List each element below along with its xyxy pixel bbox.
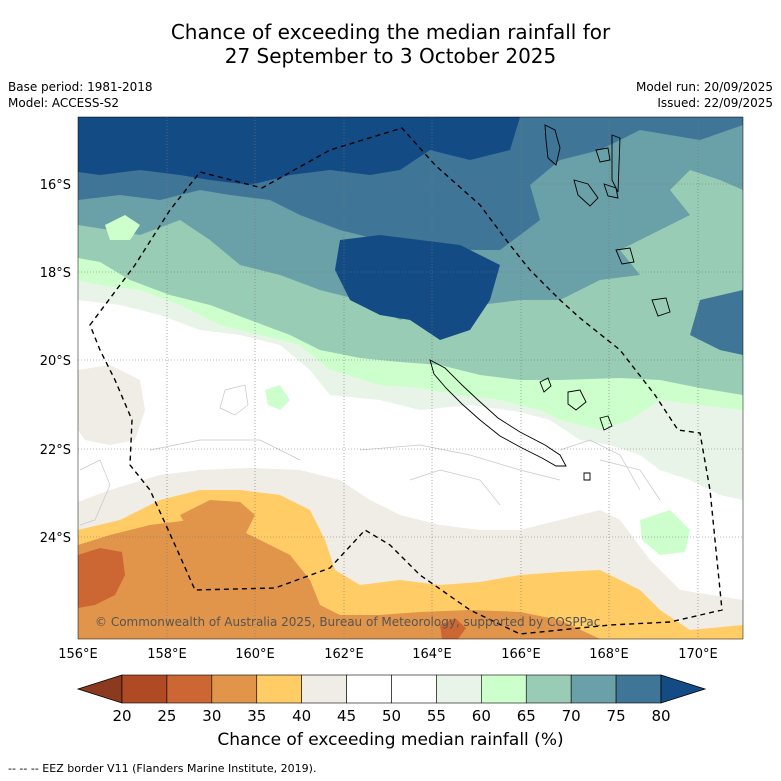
colorbar-segment — [166, 674, 213, 704]
colorbar-extend-low — [76, 674, 123, 704]
colorbar-segment — [570, 674, 617, 704]
colorbar-segment — [525, 674, 572, 704]
band-25-30 — [78, 548, 125, 608]
band-over-80-centre — [335, 235, 500, 340]
lat-label: 22°S — [40, 443, 71, 458]
colorbar-segment — [256, 674, 302, 704]
colorbar-segment — [301, 674, 347, 704]
lon-label: 168°E — [589, 647, 629, 662]
rainfall-field — [78, 117, 743, 639]
meta-left: Base period: 1981-2018 Model: ACCESS-S2 — [8, 79, 153, 111]
lat-label: 20°S — [40, 354, 71, 369]
colorbar-segment — [346, 674, 392, 704]
contour-lines — [79, 384, 661, 526]
vanuatu-erromango — [611, 134, 621, 193]
band-30-35 — [78, 520, 600, 639]
chart-title-line1: Chance of exceeding the median rainfall … — [170, 20, 611, 44]
lat-label: 16°S — [40, 178, 71, 193]
colorbar-tick-label: 35 — [247, 707, 266, 725]
chart-title-line2: 27 September to 3 October 2025 — [224, 44, 557, 68]
colorbar-segment — [481, 674, 527, 704]
vanuatu-tanna — [615, 247, 635, 265]
colorbar-tick-label: 40 — [292, 707, 311, 725]
lon-label: 158°E — [147, 647, 187, 662]
band-60-65-mid — [265, 385, 290, 410]
lon-label: 164°E — [412, 647, 452, 662]
colorbar-tick-label: 30 — [202, 707, 221, 725]
vanuatu-north — [595, 147, 611, 163]
colorbar-segment — [391, 674, 437, 704]
colorbar — [76, 674, 707, 704]
colorbar-tick-label: 80 — [651, 707, 670, 725]
colorbar-tick-label: 25 — [157, 707, 176, 725]
colorbar-segment — [211, 674, 258, 704]
colorbar-tick-label: 20 — [112, 707, 131, 725]
band-40-45-west — [78, 365, 145, 445]
colorbar-segment — [121, 674, 168, 704]
new-caledonia-coast — [429, 359, 567, 467]
band-over-80 — [78, 117, 520, 185]
loyalty-island-3 — [599, 415, 613, 431]
colorbar-tick-label: 55 — [427, 707, 446, 725]
loyalty-island-2 — [567, 389, 587, 411]
eez-border — [89, 127, 723, 635]
loyalty-east — [651, 297, 671, 317]
map-gridlines — [78, 117, 743, 639]
eez-legend-note: -- -- -- EEZ border V11 (Flanders Marine… — [8, 762, 317, 775]
lon-label: 156°E — [58, 647, 98, 662]
band-60-65-east — [640, 510, 690, 555]
lat-labels: 16°S 18°S 20°S 22°S 24°S — [40, 178, 71, 546]
colorbar-tick-label: 45 — [337, 707, 356, 725]
colorbar-ticks: 20 25 30 35 40 45 50 55 60 65 70 75 80 — [112, 707, 670, 725]
lat-label: 24°S — [40, 531, 71, 546]
lon-label: 170°E — [678, 647, 718, 662]
loyalty-island-1 — [539, 377, 552, 393]
band-65-70-islet — [105, 215, 140, 240]
lat-label: 18°S — [40, 266, 71, 281]
lon-label: 162°E — [324, 647, 364, 662]
colorbar-extend-high — [660, 674, 707, 704]
colorbar-tick-label: 50 — [382, 707, 401, 725]
lon-label: 166°E — [501, 647, 541, 662]
colorbar-segment — [615, 674, 662, 704]
model-name: Model: ACCESS-S2 — [8, 96, 120, 110]
vanuatu-espiritu-santo — [544, 124, 561, 166]
map-frame — [77, 116, 744, 640]
vanuatu-malekula — [573, 179, 599, 207]
band-75-80-east — [690, 290, 743, 355]
lon-label: 160°E — [235, 647, 275, 662]
vanuatu-efate — [603, 183, 619, 199]
colorbar-tick-label: 70 — [562, 707, 581, 725]
colorbar-tick-label: 75 — [607, 707, 626, 725]
band-30-35-blob — [180, 500, 255, 540]
colorbar-tick-label: 60 — [472, 707, 491, 725]
colorbar-tick-label: 65 — [517, 707, 536, 725]
meta-right: Model run: 20/09/2025 Issued: 22/09/2025 — [636, 79, 773, 111]
lon-labels: 156°E 158°E 160°E 162°E 164°E 166°E 168°… — [58, 647, 718, 662]
hunter-island — [583, 472, 591, 481]
colorbar-title: Chance of exceeding median rainfall (%) — [217, 730, 564, 750]
issued-date: Issued: 22/09/2025 — [657, 96, 773, 110]
base-period: Base period: 1981-2018 — [8, 80, 153, 94]
coastlines — [429, 124, 671, 481]
model-run: Model run: 20/09/2025 — [635, 80, 773, 94]
band-25-30-south — [440, 618, 466, 639]
colorbar-segment — [436, 674, 482, 704]
copyright-text: © Commonwealth of Australia 2025, Bureau… — [95, 615, 600, 629]
